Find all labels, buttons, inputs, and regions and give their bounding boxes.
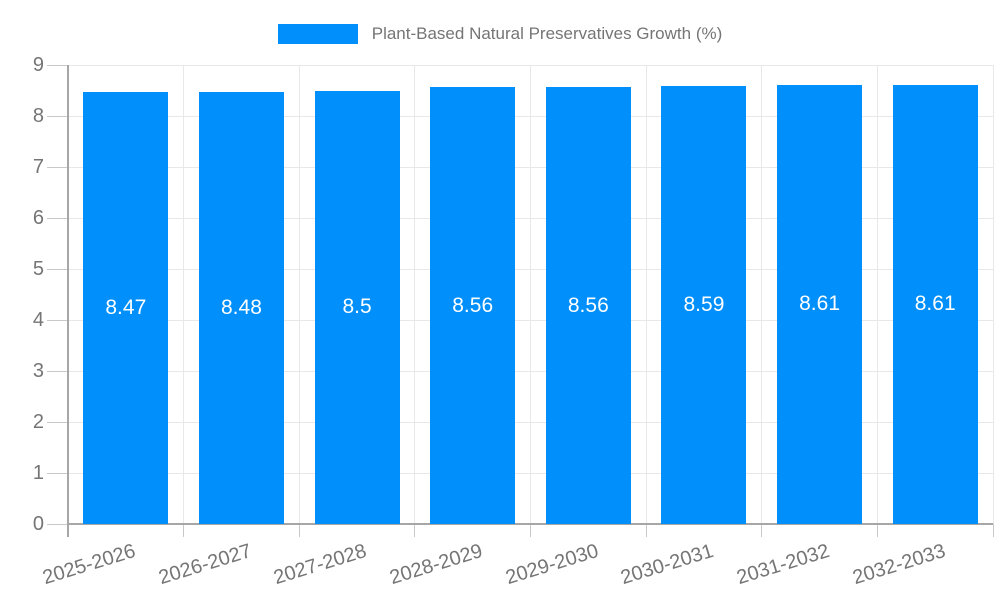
x-axis-label: 2032-2033 [849,540,948,590]
x-axis-label: 2030-2031 [618,540,717,590]
y-axis-tick [47,64,68,66]
y-axis-label: 4 [32,309,44,331]
x-axis-label: 2028-2029 [387,540,486,590]
bar-value-label: 8.56 [567,293,609,317]
x-axis-tick [761,524,763,537]
y-axis-line [67,65,69,537]
y-axis-tick [47,166,68,168]
gridline-vertical [992,65,994,524]
legend-item[interactable]: Plant-Based Natural Preservatives Growth… [0,22,1000,46]
x-axis-label: 2025-2026 [40,540,139,590]
legend-label: Plant-Based Natural Preservatives Growth… [371,24,723,43]
y-axis-tick [47,217,68,219]
bar[interactable] [314,90,400,524]
y-axis-label: 2 [32,411,44,433]
bar-value-label: 8.47 [105,296,147,319]
y-axis-tick [47,472,68,474]
bar[interactable] [198,91,284,524]
bar[interactable] [430,87,516,524]
bar-value-label: 8.5 [342,295,372,319]
bar-value-label: 8.59 [683,292,725,316]
y-axis-tick [47,115,68,117]
bar-value-label: 8.61 [914,292,956,316]
y-axis-label: 7 [32,156,44,178]
x-axis-label: 2026-2027 [155,540,254,590]
gridline-vertical [876,65,878,524]
y-axis-label: 3 [32,360,44,382]
bar[interactable] [83,92,169,524]
y-axis-label: 0 [32,513,44,535]
gridline-vertical [414,65,416,524]
x-axis-tick [530,524,531,537]
gridline-vertical [183,65,185,524]
y-axis-tick [47,370,68,372]
bar[interactable] [661,85,747,524]
x-axis-tick [183,524,185,537]
y-axis-label: 1 [32,462,44,484]
x-axis-label: 2031-2032 [734,540,832,590]
x-axis-line [68,523,993,525]
x-axis-label: 2029-2030 [502,540,601,590]
y-axis-label: 5 [32,258,44,280]
x-axis-tick [414,524,416,537]
bar-value-label: 8.56 [452,293,494,317]
x-axis-tick [992,524,994,537]
y-axis-label: 8 [32,105,44,127]
y-axis-tick [47,319,68,321]
bar-value-label: 8.61 [799,292,840,316]
x-axis-label: 2027-2028 [271,540,370,590]
y-axis-tick [47,523,68,525]
x-axis-tick [876,524,878,537]
y-axis-label: 6 [32,207,44,229]
bar[interactable] [892,84,978,524]
bar-value-label: 8.48 [221,295,262,319]
legend-swatch-icon [277,24,358,44]
bar[interactable] [777,84,863,524]
gridline-vertical [761,65,763,524]
gridline-vertical [530,65,531,524]
y-axis-tick [47,268,68,270]
bar[interactable] [545,87,631,524]
x-axis-tick [645,524,647,537]
y-axis-tick [47,421,68,423]
gridline-vertical [298,65,300,524]
x-axis-tick [298,524,300,537]
y-axis-label: 9 [32,54,44,76]
gridline-vertical [645,65,647,524]
